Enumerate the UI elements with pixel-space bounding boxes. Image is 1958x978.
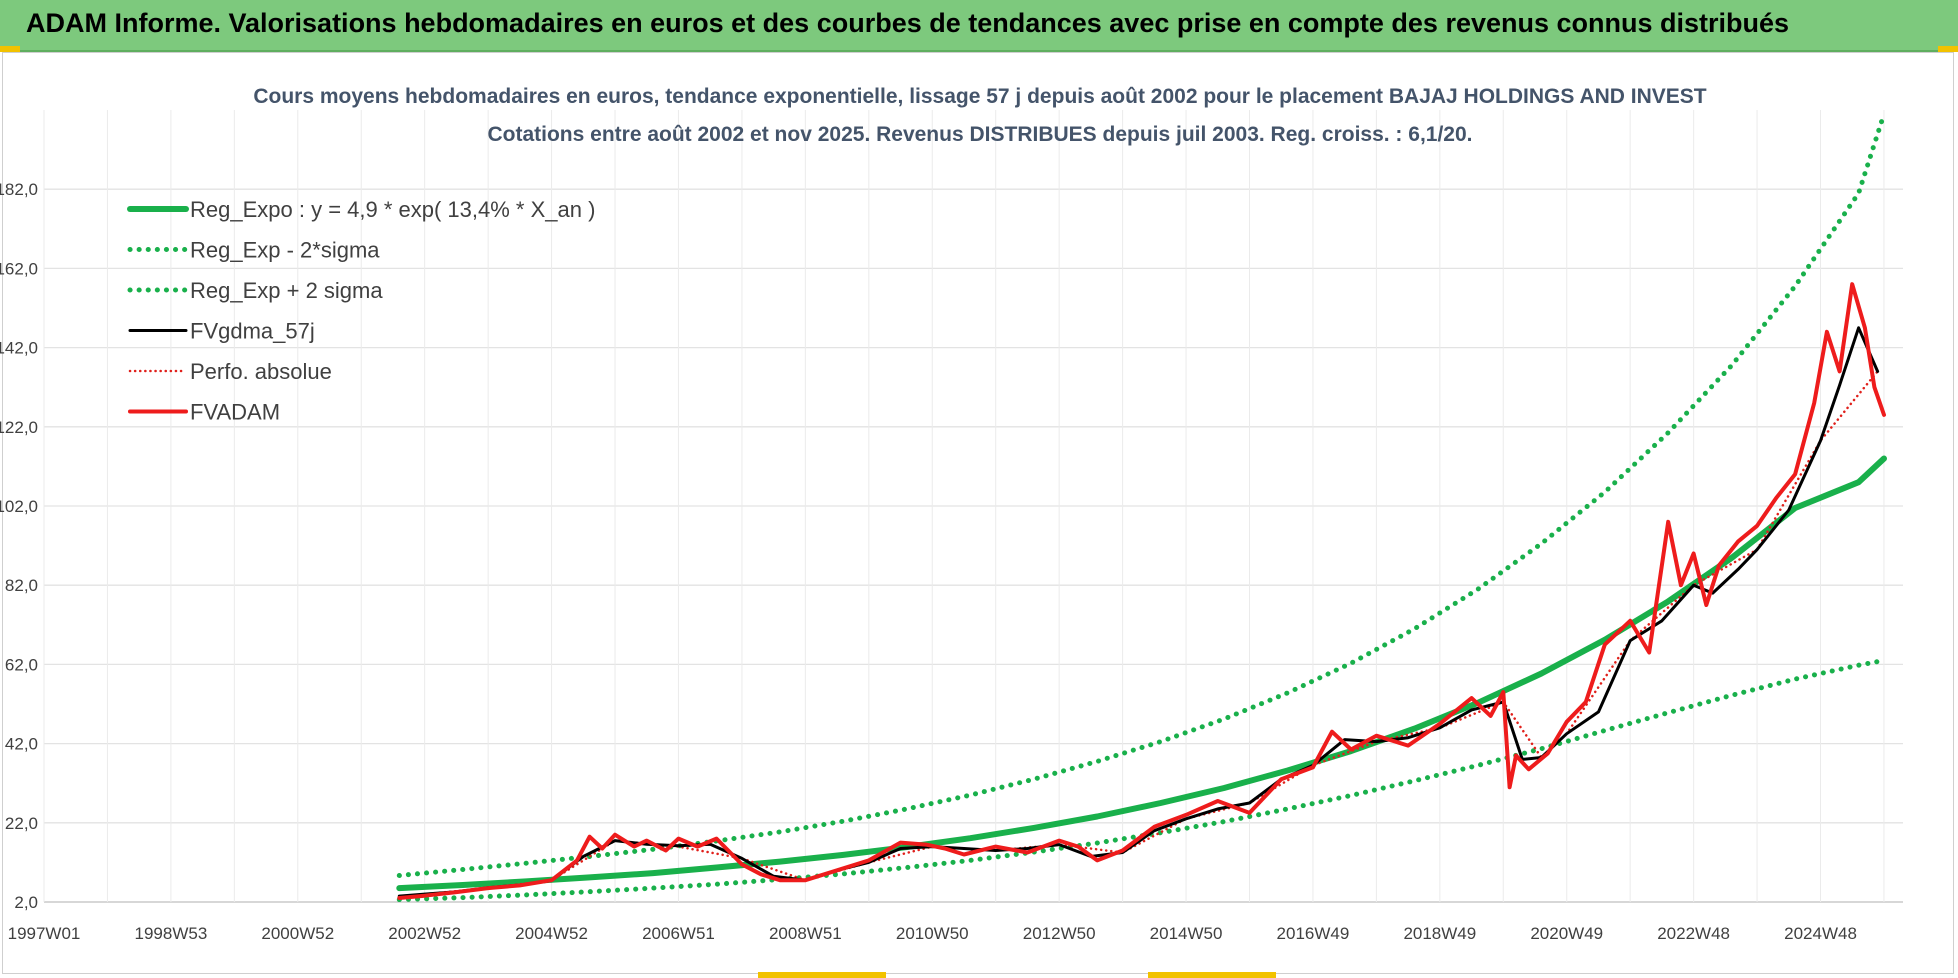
x-tick-label: 2010W50 [896,924,969,943]
x-tick-label: 2024W48 [1784,924,1857,943]
x-tick-label: 2022W48 [1657,924,1730,943]
x-tick-label: 2008W51 [769,924,842,943]
series-line-1 [396,657,1887,902]
y-tick-label: 102,0 [0,497,38,516]
legend-label: Reg_Expo : y = 4,9 * exp( 13,4% * X_an ) [190,197,595,222]
bottom-marker-right [1148,972,1276,978]
y-tick-label: 22,0 [5,814,38,833]
y-tick-label: 82,0 [5,576,38,595]
header-corner-right [1938,46,1958,52]
chart-grid [43,110,1903,903]
chart-series [396,111,1887,902]
chart-legend: Reg_Expo : y = 4,9 * exp( 13,4% * X_an )… [127,197,595,425]
series-line-5 [397,282,1886,900]
legend-label: Perfo. absolue [190,359,332,384]
report-header: ADAM Informe. Valorisations hebdomadaire… [0,0,1958,52]
chart-title: Cours moyens hebdomadaires en euros, ten… [253,85,1706,108]
x-tick-label: 2002W52 [388,924,461,943]
y-tick-label: 142,0 [0,339,38,358]
y-tick-label: 42,0 [5,735,38,754]
series-line-2 [396,111,1887,878]
series-line-4 [398,370,1879,899]
x-tick-label: 2016W49 [1277,924,1350,943]
y-axis-tick-labels: 2,0 22,0 42,0 62,0 82,0 102,0 122,0 142,0 162,0 1… [0,180,38,912]
legend-label: Reg_Exp - 2*sigma [190,238,380,263]
legend-label: Reg_Exp + 2 sigma [190,278,383,303]
legend-label: FVADAM [190,400,280,425]
chart-frame [2,52,1954,974]
y-tick-label: 182,0 [0,180,38,199]
legend-label: FVgdma_57j [190,319,315,344]
bottom-marker-left [758,972,886,978]
report-title: ADAM Informe. Valorisations hebdomadaire… [26,8,1790,38]
series-line-0 [396,455,1887,892]
x-tick-label: 2004W52 [515,924,588,943]
y-tick-label: 122,0 [0,418,38,437]
x-tick-label: 2006W51 [642,924,715,943]
y-tick-label: 162,0 [0,259,38,278]
y-tick-label: 62,0 [5,655,38,674]
x-tick-label: 2018W49 [1403,924,1476,943]
chart-subtitle: Cotations entre août 2002 et nov 2025. R… [487,123,1472,146]
x-tick-label: 1998W53 [135,924,208,943]
x-axis-tick-labels: 1997W01 1998W53 2000W52 2002W52 2004W52 2006W… [8,924,1857,943]
x-tick-label: 2000W52 [261,924,334,943]
y-tick-label: 2,0 [14,893,38,912]
x-tick-label: 1997W01 [8,924,81,943]
x-tick-label: 2020W49 [1530,924,1603,943]
header-corner-left [0,46,20,52]
x-tick-label: 2014W50 [1150,924,1223,943]
x-tick-label: 2012W50 [1023,924,1096,943]
